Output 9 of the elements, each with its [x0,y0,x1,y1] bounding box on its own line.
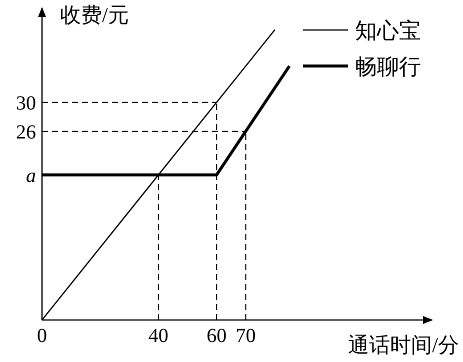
x-tick: 0 [37,325,47,347]
y-label: 收费/元 [60,3,129,27]
y-tick: a [26,164,36,187]
y-tick: 26 [16,121,36,144]
x-tick: 40 [148,325,168,347]
x-tick: 60 [206,325,227,347]
x-tick: 70 [236,325,256,347]
x-label: 通话时间/分 [348,333,459,357]
y-tick: 30 [16,92,36,114]
